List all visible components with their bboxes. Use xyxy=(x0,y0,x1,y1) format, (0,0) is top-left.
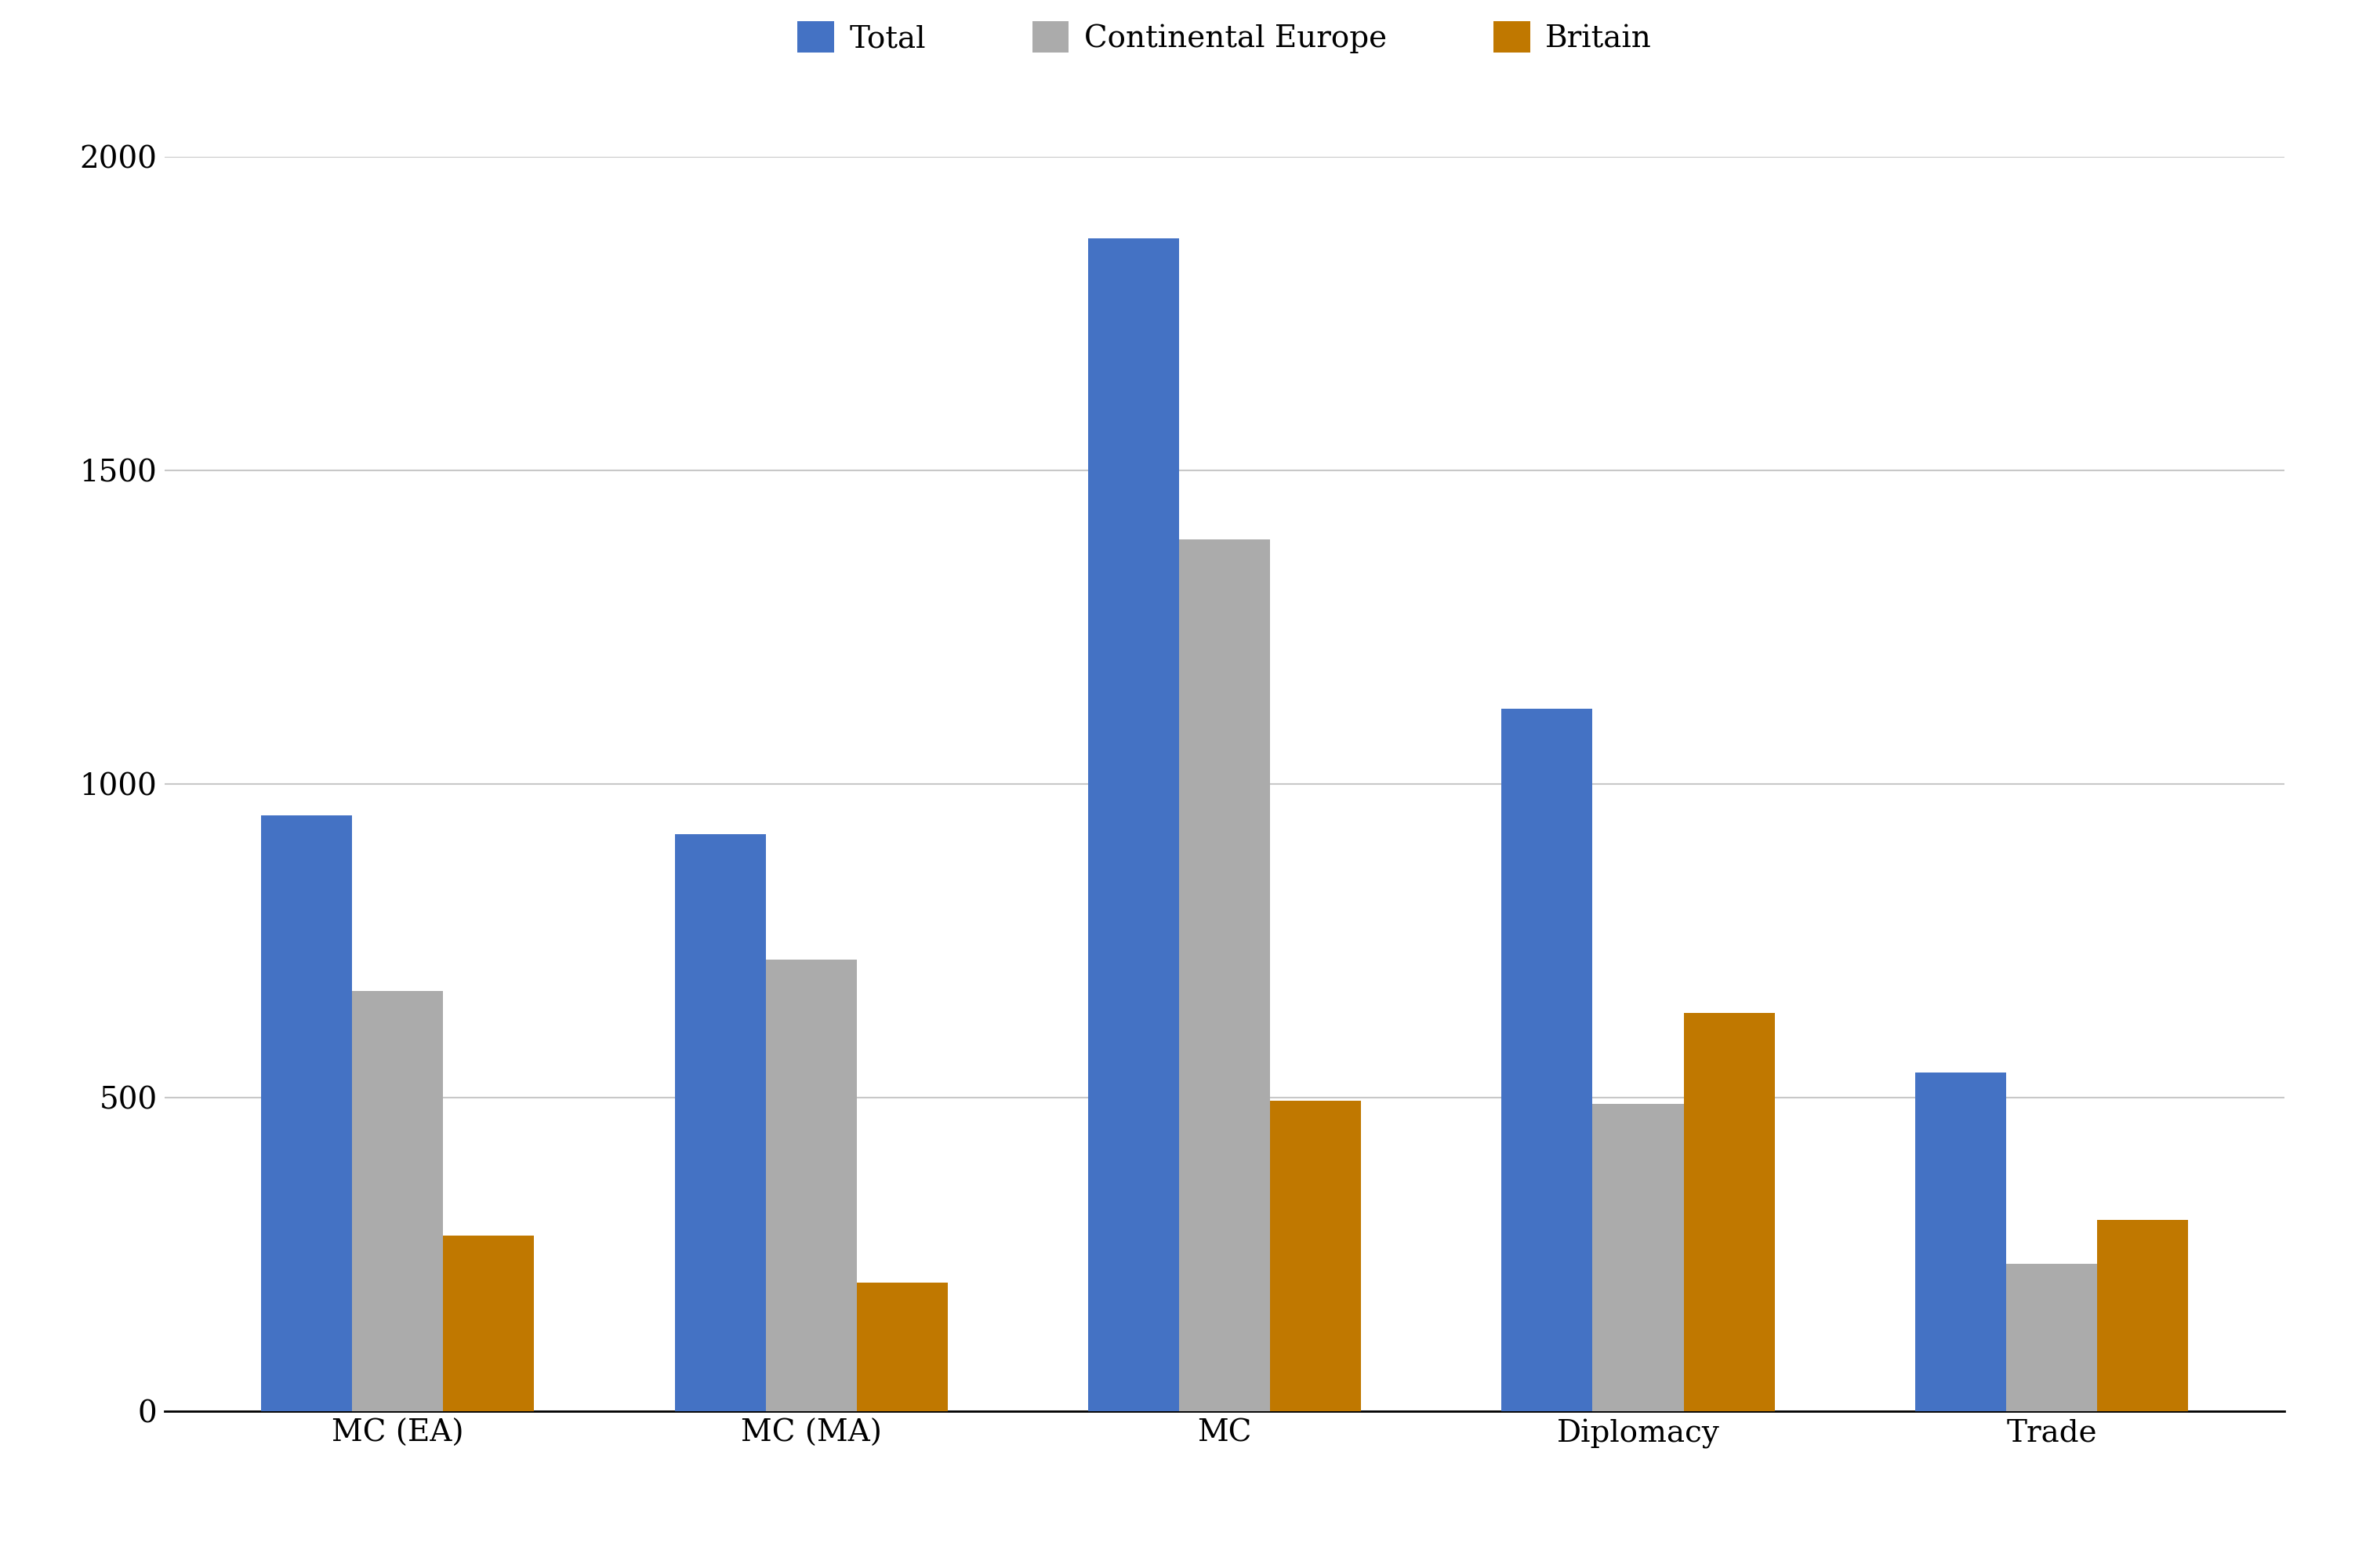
Bar xyxy=(2006,1264,2096,1411)
Bar xyxy=(1088,238,1180,1411)
Bar xyxy=(857,1283,947,1411)
Bar xyxy=(1269,1101,1361,1411)
Bar xyxy=(674,834,765,1411)
Bar xyxy=(765,960,857,1411)
Bar xyxy=(443,1236,535,1411)
Bar xyxy=(1684,1013,1776,1411)
Bar xyxy=(353,991,443,1411)
Bar xyxy=(1915,1073,2006,1411)
Bar xyxy=(1592,1104,1684,1411)
Bar xyxy=(261,815,353,1411)
Bar xyxy=(2096,1220,2188,1411)
Legend: Total, Continental Europe, Britain: Total, Continental Europe, Britain xyxy=(784,9,1665,66)
Bar xyxy=(1502,709,1592,1411)
Bar xyxy=(1180,539,1269,1411)
